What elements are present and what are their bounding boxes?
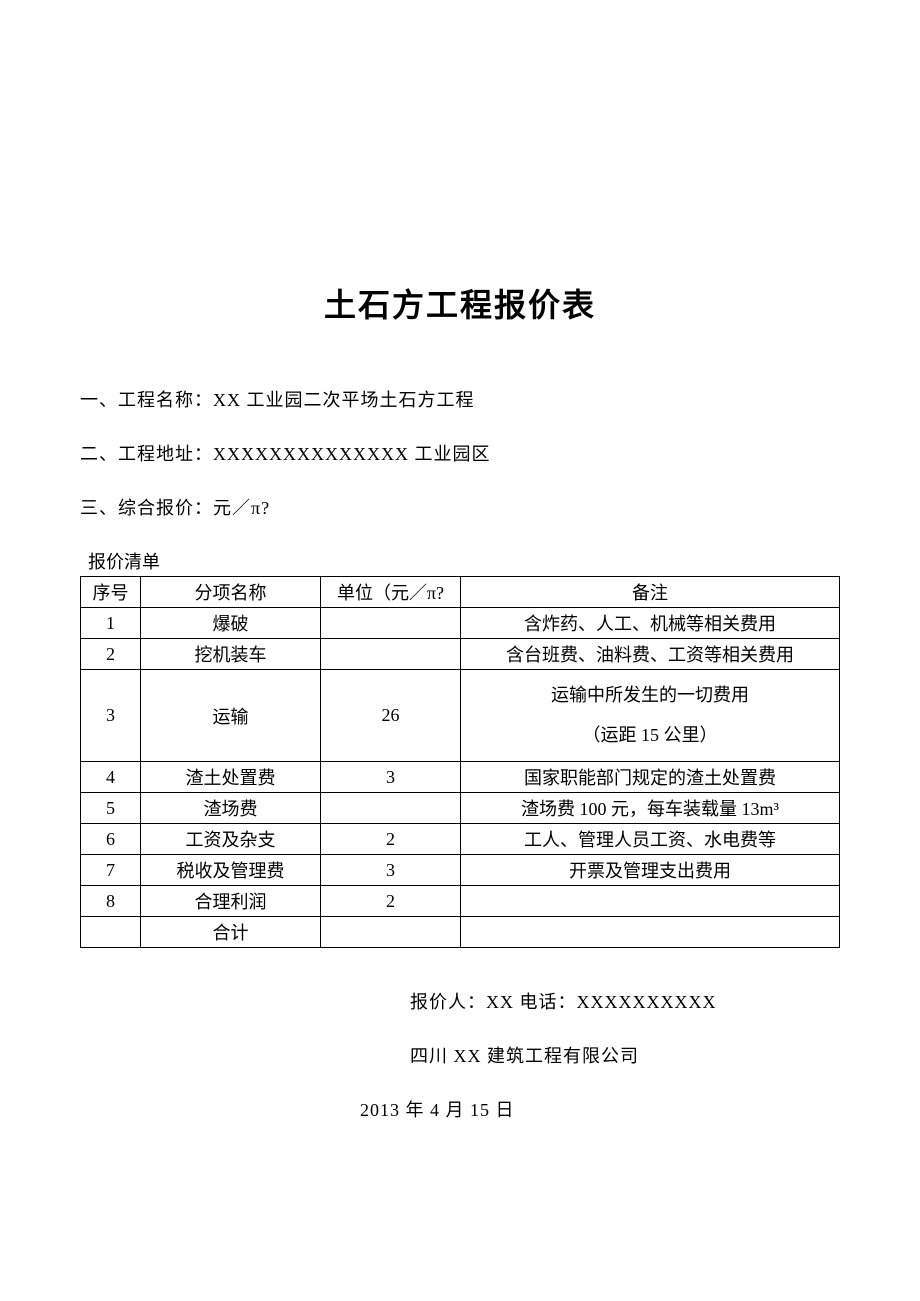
quotation-table: 序号 分项名称 单位（元／π? 备注 1 爆破 含炸药、人工、机械等相关费用 2… [80,576,840,948]
table-row: 8 合理利润 2 [81,886,840,917]
cell-name: 爆破 [141,608,321,639]
cell-name: 运输 [141,670,321,762]
document-page: 土石方工程报价表 一、工程名称：XX 工业园二次平场土石方工程 二、工程地址：X… [0,0,920,1122]
info-total-price: 三、综合报价：元／π? [80,494,840,520]
cell-note: 工人、管理人员工资、水电费等 [461,824,840,855]
cell-seq: 3 [81,670,141,762]
cell-unit [321,917,461,948]
cell-unit: 2 [321,824,461,855]
table-row: 1 爆破 含炸药、人工、机械等相关费用 [81,608,840,639]
table-row: 4 渣土处置费 3 国家职能部门规定的渣土处置费 [81,762,840,793]
cell-name: 合理利润 [141,886,321,917]
table-total-row: 合计 [81,917,840,948]
header-unit: 单位（元／π? [321,577,461,608]
info-project-address: 二、工程地址：XXXXXXXXXXXXXX 工业园区 [80,440,840,466]
footer-quoter: 报价人：XX 电话：XXXXXXXXXX [80,988,840,1014]
table-caption: 报价清单 [80,548,840,574]
cell-seq: 2 [81,639,141,670]
cell-note: 国家职能部门规定的渣土处置费 [461,762,840,793]
table-body: 1 爆破 含炸药、人工、机械等相关费用 2 挖机装车 含台班费、油料费、工资等相… [81,608,840,948]
cell-seq: 8 [81,886,141,917]
table-row: 2 挖机装车 含台班费、油料费、工资等相关费用 [81,639,840,670]
cell-note [461,917,840,948]
header-name: 分项名称 [141,577,321,608]
cell-seq: 1 [81,608,141,639]
cell-note: 渣场费 100 元，每车装载量 13m³ [461,793,840,824]
table-row: 5 渣场费 渣场费 100 元，每车装载量 13m³ [81,793,840,824]
cell-name: 工资及杂支 [141,824,321,855]
table-row: 7 税收及管理费 3 开票及管理支出费用 [81,855,840,886]
document-title: 土石方工程报价表 [80,280,840,326]
cell-seq: 4 [81,762,141,793]
cell-name: 渣场费 [141,793,321,824]
cell-note: 含台班费、油料费、工资等相关费用 [461,639,840,670]
footer-date: 2013 年 4 月 15 日 [80,1096,840,1122]
header-seq: 序号 [81,577,141,608]
cell-unit [321,793,461,824]
cell-name: 税收及管理费 [141,855,321,886]
cell-seq: 6 [81,824,141,855]
header-note: 备注 [461,577,840,608]
cell-seq: 5 [81,793,141,824]
cell-unit: 3 [321,762,461,793]
cell-seq: 7 [81,855,141,886]
cell-name: 合计 [141,917,321,948]
footer-company: 四川 XX 建筑工程有限公司 [80,1042,840,1068]
cell-note: 含炸药、人工、机械等相关费用 [461,608,840,639]
info-project-name: 一、工程名称：XX 工业园二次平场土石方工程 [80,386,840,412]
cell-note: 运输中所发生的一切费用（运距 15 公里） [461,670,840,762]
cell-unit [321,639,461,670]
table-row: 3 运输 26 运输中所发生的一切费用（运距 15 公里） [81,670,840,762]
cell-unit: 3 [321,855,461,886]
cell-unit: 2 [321,886,461,917]
cell-seq [81,917,141,948]
cell-name: 渣土处置费 [141,762,321,793]
cell-note [461,886,840,917]
cell-unit [321,608,461,639]
footer: 报价人：XX 电话：XXXXXXXXXX 四川 XX 建筑工程有限公司 2013… [80,988,840,1122]
cell-name: 挖机装车 [141,639,321,670]
cell-note: 开票及管理支出费用 [461,855,840,886]
cell-unit: 26 [321,670,461,762]
table-header-row: 序号 分项名称 单位（元／π? 备注 [81,577,840,608]
table-row: 6 工资及杂支 2 工人、管理人员工资、水电费等 [81,824,840,855]
